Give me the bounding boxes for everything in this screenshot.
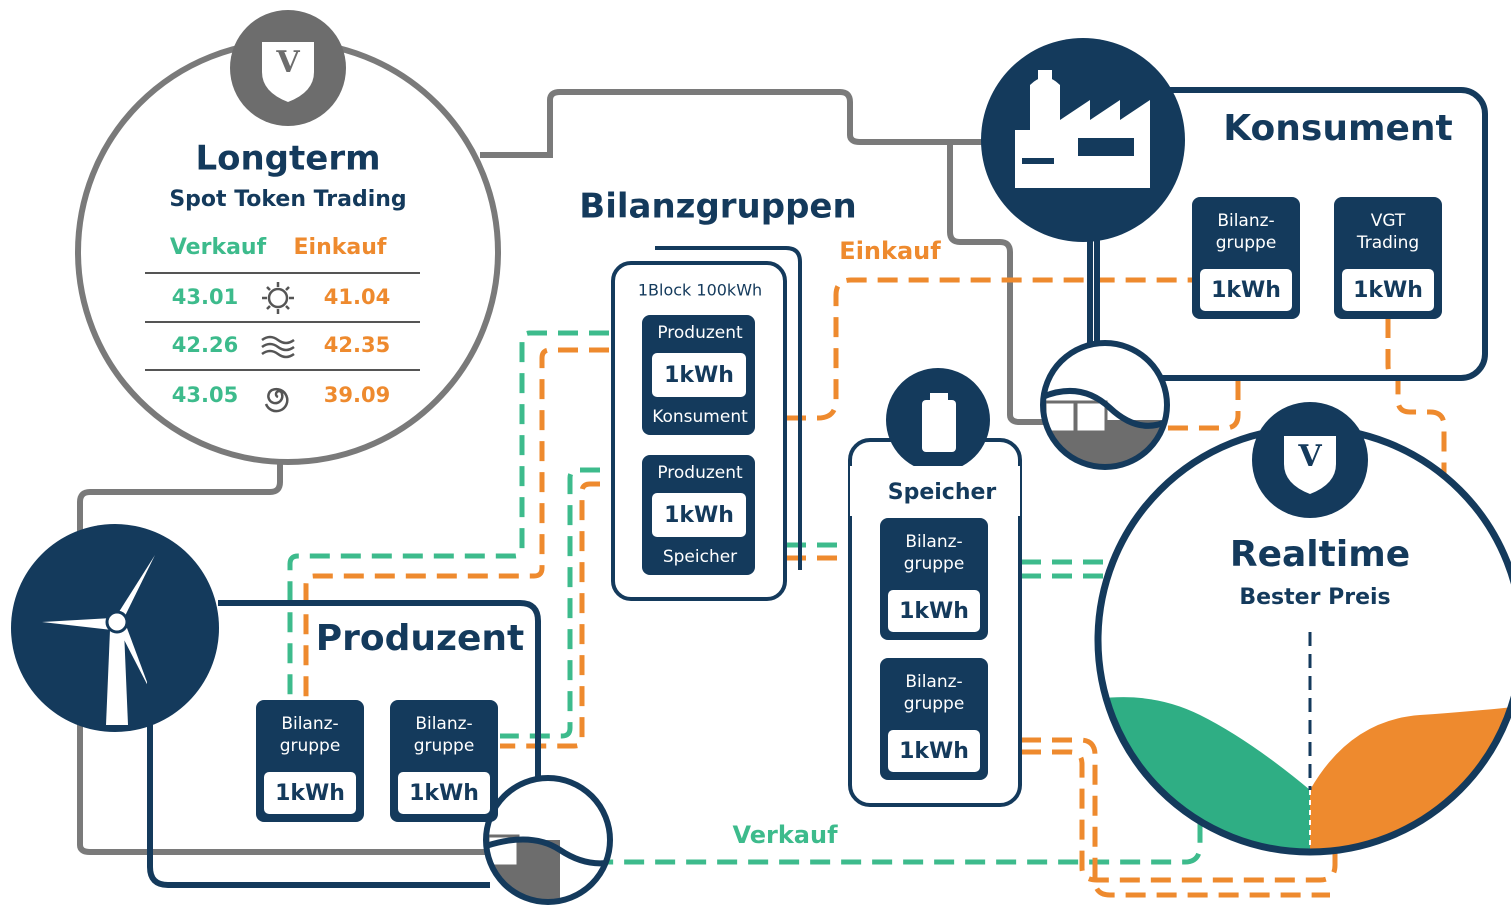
amount-box: [888, 730, 980, 772]
turbine-icon: [42, 555, 155, 725]
sell-price: 43.01: [172, 285, 238, 309]
factory-windows: [1022, 138, 1134, 164]
buy-flow: [755, 277, 1192, 421]
box-label: Trading: [1356, 233, 1419, 253]
sell-flow: [287, 330, 640, 700]
battery-icon: [922, 400, 956, 452]
sell-flow-label: Verkauf: [732, 821, 838, 849]
realtime-title: Realtime: [1230, 534, 1410, 575]
block-amount: 1kWh: [664, 503, 734, 528]
meter-brick: [1074, 400, 1108, 434]
grid-line: [480, 89, 990, 158]
produzent-title: Produzent: [316, 618, 524, 659]
source-icons: [261, 282, 295, 413]
amount-box: [652, 353, 746, 397]
box-label: gruppe: [904, 694, 965, 714]
block-bottom: Konsument: [652, 407, 748, 427]
buy-flow: [303, 347, 640, 700]
realtime-subtitle: Bester Preis: [1239, 585, 1390, 610]
spiral-icon: [264, 387, 289, 413]
buy-flow: [500, 481, 600, 749]
meter-cable: [486, 836, 610, 867]
box-label: Bilanz-: [415, 714, 472, 734]
stack-edge: [655, 246, 802, 570]
sell-price: 42.26: [172, 333, 238, 357]
meter-cable: [1043, 388, 1167, 429]
box-amount: 1kWh: [1211, 278, 1281, 303]
speicher-label-bg: [850, 466, 1020, 516]
box-label: gruppe: [280, 736, 341, 756]
meter: [1040, 340, 1170, 470]
box-label: gruppe: [904, 554, 965, 574]
buy-price: 41.04: [324, 285, 390, 309]
buy-flow: [1150, 380, 1241, 431]
logo-icon: [262, 42, 314, 102]
box-amount: 1kWh: [275, 781, 345, 806]
amount-box: [398, 772, 490, 814]
box-label: Bilanz-: [1217, 211, 1274, 231]
table-lines: [145, 272, 420, 371]
block-top: Produzent: [657, 463, 743, 483]
meter: [483, 775, 613, 905]
buy-flow-label: Einkauf: [839, 237, 941, 265]
sun-icon: [262, 282, 294, 314]
box-label: VGT: [1371, 211, 1406, 231]
logo-letter: V: [275, 45, 300, 80]
amount-box: [888, 590, 980, 632]
box-label: gruppe: [1216, 233, 1277, 253]
block-amount: 1kWh: [664, 363, 734, 388]
meter-ring: [1040, 340, 1170, 470]
buy-price: 39.09: [324, 383, 390, 407]
box-amount: 1kWh: [899, 739, 969, 764]
block-bottom: Speicher: [663, 547, 737, 567]
longterm-title: Longterm: [195, 139, 380, 179]
sell-flow: [500, 467, 600, 739]
grid-line: [947, 145, 1050, 425]
buy-header: Einkauf: [294, 235, 387, 260]
buy-flow: [1385, 318, 1447, 712]
longterm-subtitle: Spot Token Trading: [169, 187, 406, 212]
amount-box: [1200, 269, 1292, 311]
amount-box: [264, 772, 356, 814]
buy-price: 42.35: [324, 333, 390, 357]
box-amount: 1kWh: [409, 781, 479, 806]
logo-letter: V: [1297, 439, 1322, 474]
grid-line: [77, 462, 490, 855]
box-label: gruppe: [414, 736, 475, 756]
box-label: Bilanz-: [905, 672, 962, 692]
produzent-frame: [147, 600, 541, 888]
speicher-title: Speicher: [888, 480, 997, 505]
sell-header: Verkauf: [170, 235, 267, 260]
bilanzgruppen-title: Bilanzgruppen: [579, 187, 856, 227]
amount-box: [1342, 269, 1434, 311]
wind-icon: [261, 335, 295, 359]
buy-flow: [990, 737, 1330, 898]
box-label: Bilanz-: [905, 532, 962, 552]
logo-icon: [1284, 436, 1336, 494]
block-top: Produzent: [657, 323, 743, 343]
block-label: 1Block 100kWh: [638, 281, 762, 300]
konsument-title: Konsument: [1223, 108, 1452, 149]
battery-cap: [930, 393, 948, 401]
meter-ring: [483, 775, 613, 905]
dynamic-layer: 43.01 41.04 42.26 42.35 43.05 39.09 Produzent 1…: [172, 197, 1442, 822]
box-label: Bilanz-: [281, 714, 338, 734]
amount-box: [652, 493, 746, 537]
box-amount: 1kWh: [899, 599, 969, 624]
box-amount: 1kWh: [1353, 278, 1423, 303]
sell-price: 43.05: [172, 383, 238, 407]
